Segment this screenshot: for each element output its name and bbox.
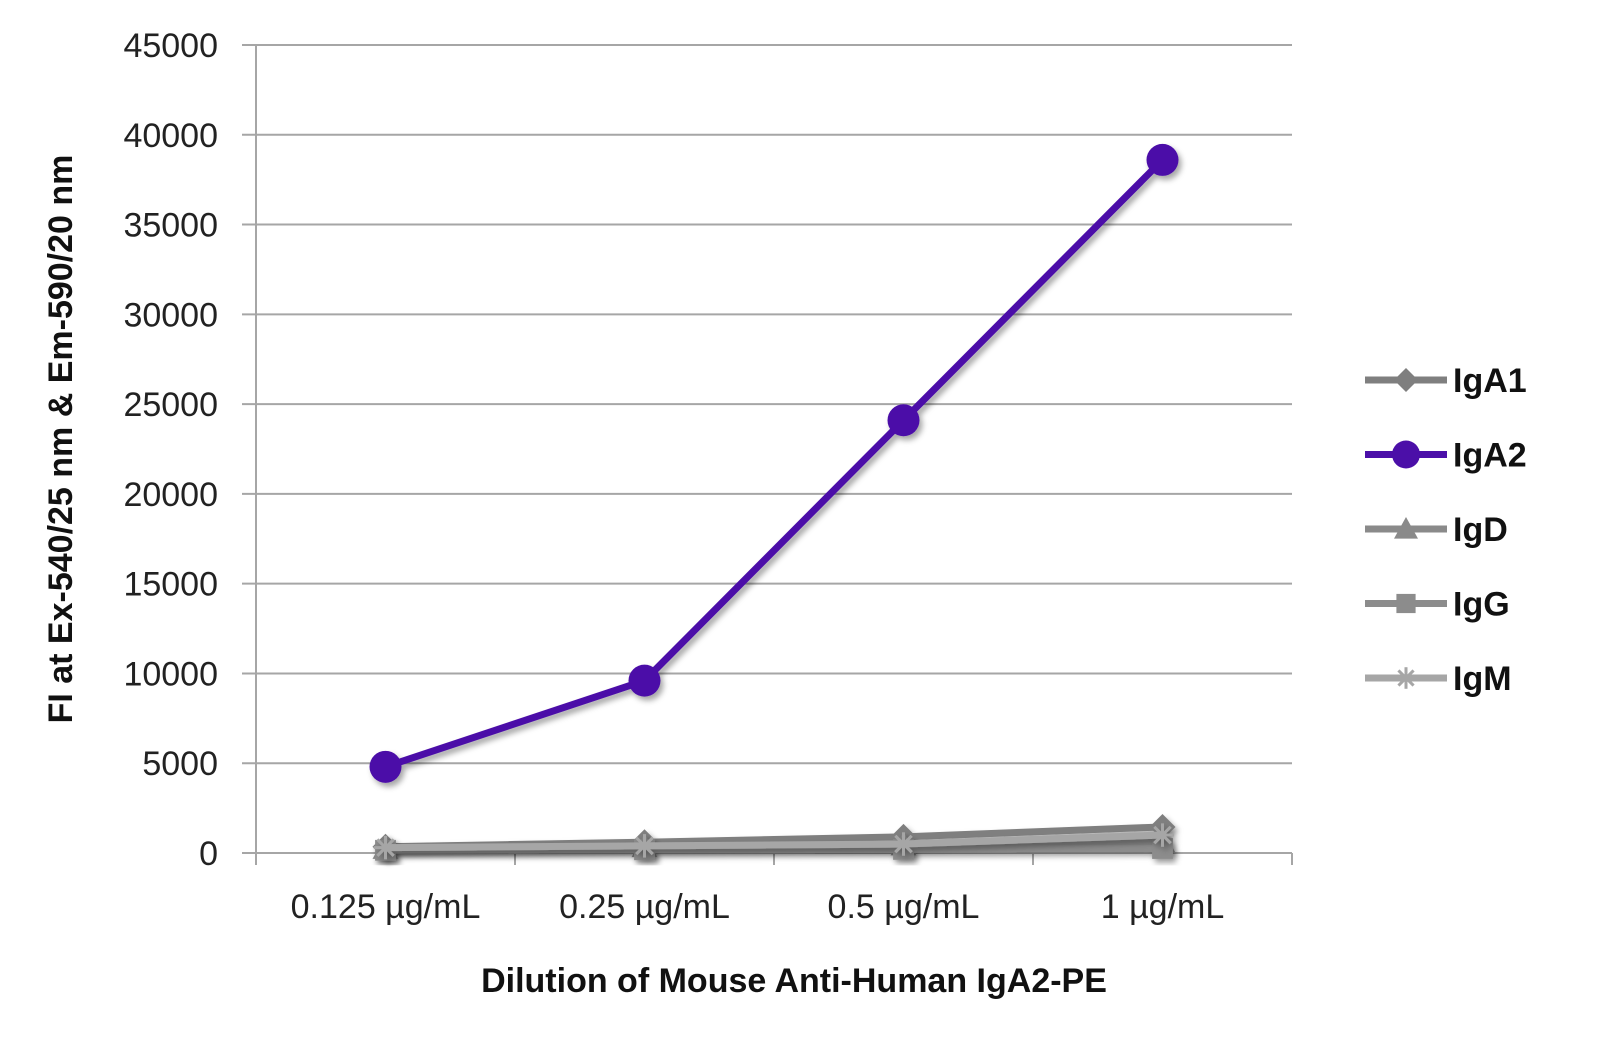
data-point-iga2	[1146, 143, 1179, 176]
data-point-iga2	[369, 750, 402, 783]
y-tick-label: 5000	[142, 745, 218, 783]
marker-stroke	[1153, 825, 1172, 845]
data-point-igm	[891, 832, 916, 856]
x-tick-label: 0.5 µg/mL	[828, 888, 980, 926]
y-tick-label: 35000	[123, 207, 218, 245]
y-tick-label: 45000	[123, 27, 218, 65]
y-tick-label: 10000	[123, 655, 218, 693]
data-point-igg	[1152, 838, 1173, 859]
series-line-iga2	[384, 157, 1165, 771]
legend: IgA1 IgA2 IgD IgG IgM	[1365, 362, 1527, 698]
legend-item-iga1: IgA1	[1365, 362, 1527, 400]
legend-label: IgG	[1453, 586, 1510, 624]
series-group	[369, 143, 1179, 861]
data-point-iga2	[887, 404, 920, 437]
legend-label: IgA1	[1453, 362, 1527, 400]
legend-label: IgA2	[1453, 437, 1527, 475]
data-point-igm	[373, 835, 398, 860]
data-point-iga2	[628, 664, 661, 697]
x-axis-title: Dilution of Mouse Anti-Human IgA2-PE	[481, 962, 1107, 1000]
marker-stroke	[1397, 669, 1415, 687]
y-tick-label: 15000	[123, 566, 218, 604]
data-point-igm	[1150, 823, 1175, 847]
legend-swatch-marker	[1392, 440, 1420, 469]
legend-item-igm: IgM	[1365, 660, 1512, 698]
series-igm	[373, 823, 1175, 860]
gridlines	[242, 44, 1292, 854]
legend-label: IgM	[1453, 660, 1512, 698]
legend-swatch-marker	[1394, 368, 1418, 392]
marker-stroke	[635, 836, 654, 856]
series-iga2	[369, 143, 1179, 783]
axes: 0 5000 10000 15000 20000 25000 30000 35000 40000…	[123, 27, 1293, 926]
x-tick-label: 1 µg/mL	[1101, 888, 1225, 926]
marker-stroke	[894, 834, 913, 854]
legend-item-igd: IgD	[1365, 511, 1508, 549]
y-tick-label: 25000	[123, 386, 218, 424]
series-line-igm	[385, 831, 1163, 852]
x-tick-label: 0.125 µg/mL	[291, 888, 481, 926]
y-tick-label: 40000	[123, 117, 218, 155]
y-tick-label: 30000	[123, 296, 218, 334]
data-point-igm	[632, 834, 657, 858]
legend-swatch-marker	[1394, 517, 1418, 539]
y-tick-label: 0	[199, 835, 218, 873]
legend-swatch-marker	[1396, 593, 1416, 614]
y-axis-title: FI at Ex-540/25 nm & Em-590/20 nm	[42, 155, 80, 724]
legend-item-igg: IgG	[1365, 586, 1510, 624]
x-tick-label: 0.25 µg/mL	[559, 888, 730, 926]
legend-label: IgD	[1453, 511, 1508, 549]
y-tick-label: 20000	[123, 476, 218, 514]
legend-swatch-marker	[1395, 667, 1417, 689]
legend-item-iga2: IgA2	[1365, 437, 1527, 475]
marker-stroke	[376, 838, 395, 857]
